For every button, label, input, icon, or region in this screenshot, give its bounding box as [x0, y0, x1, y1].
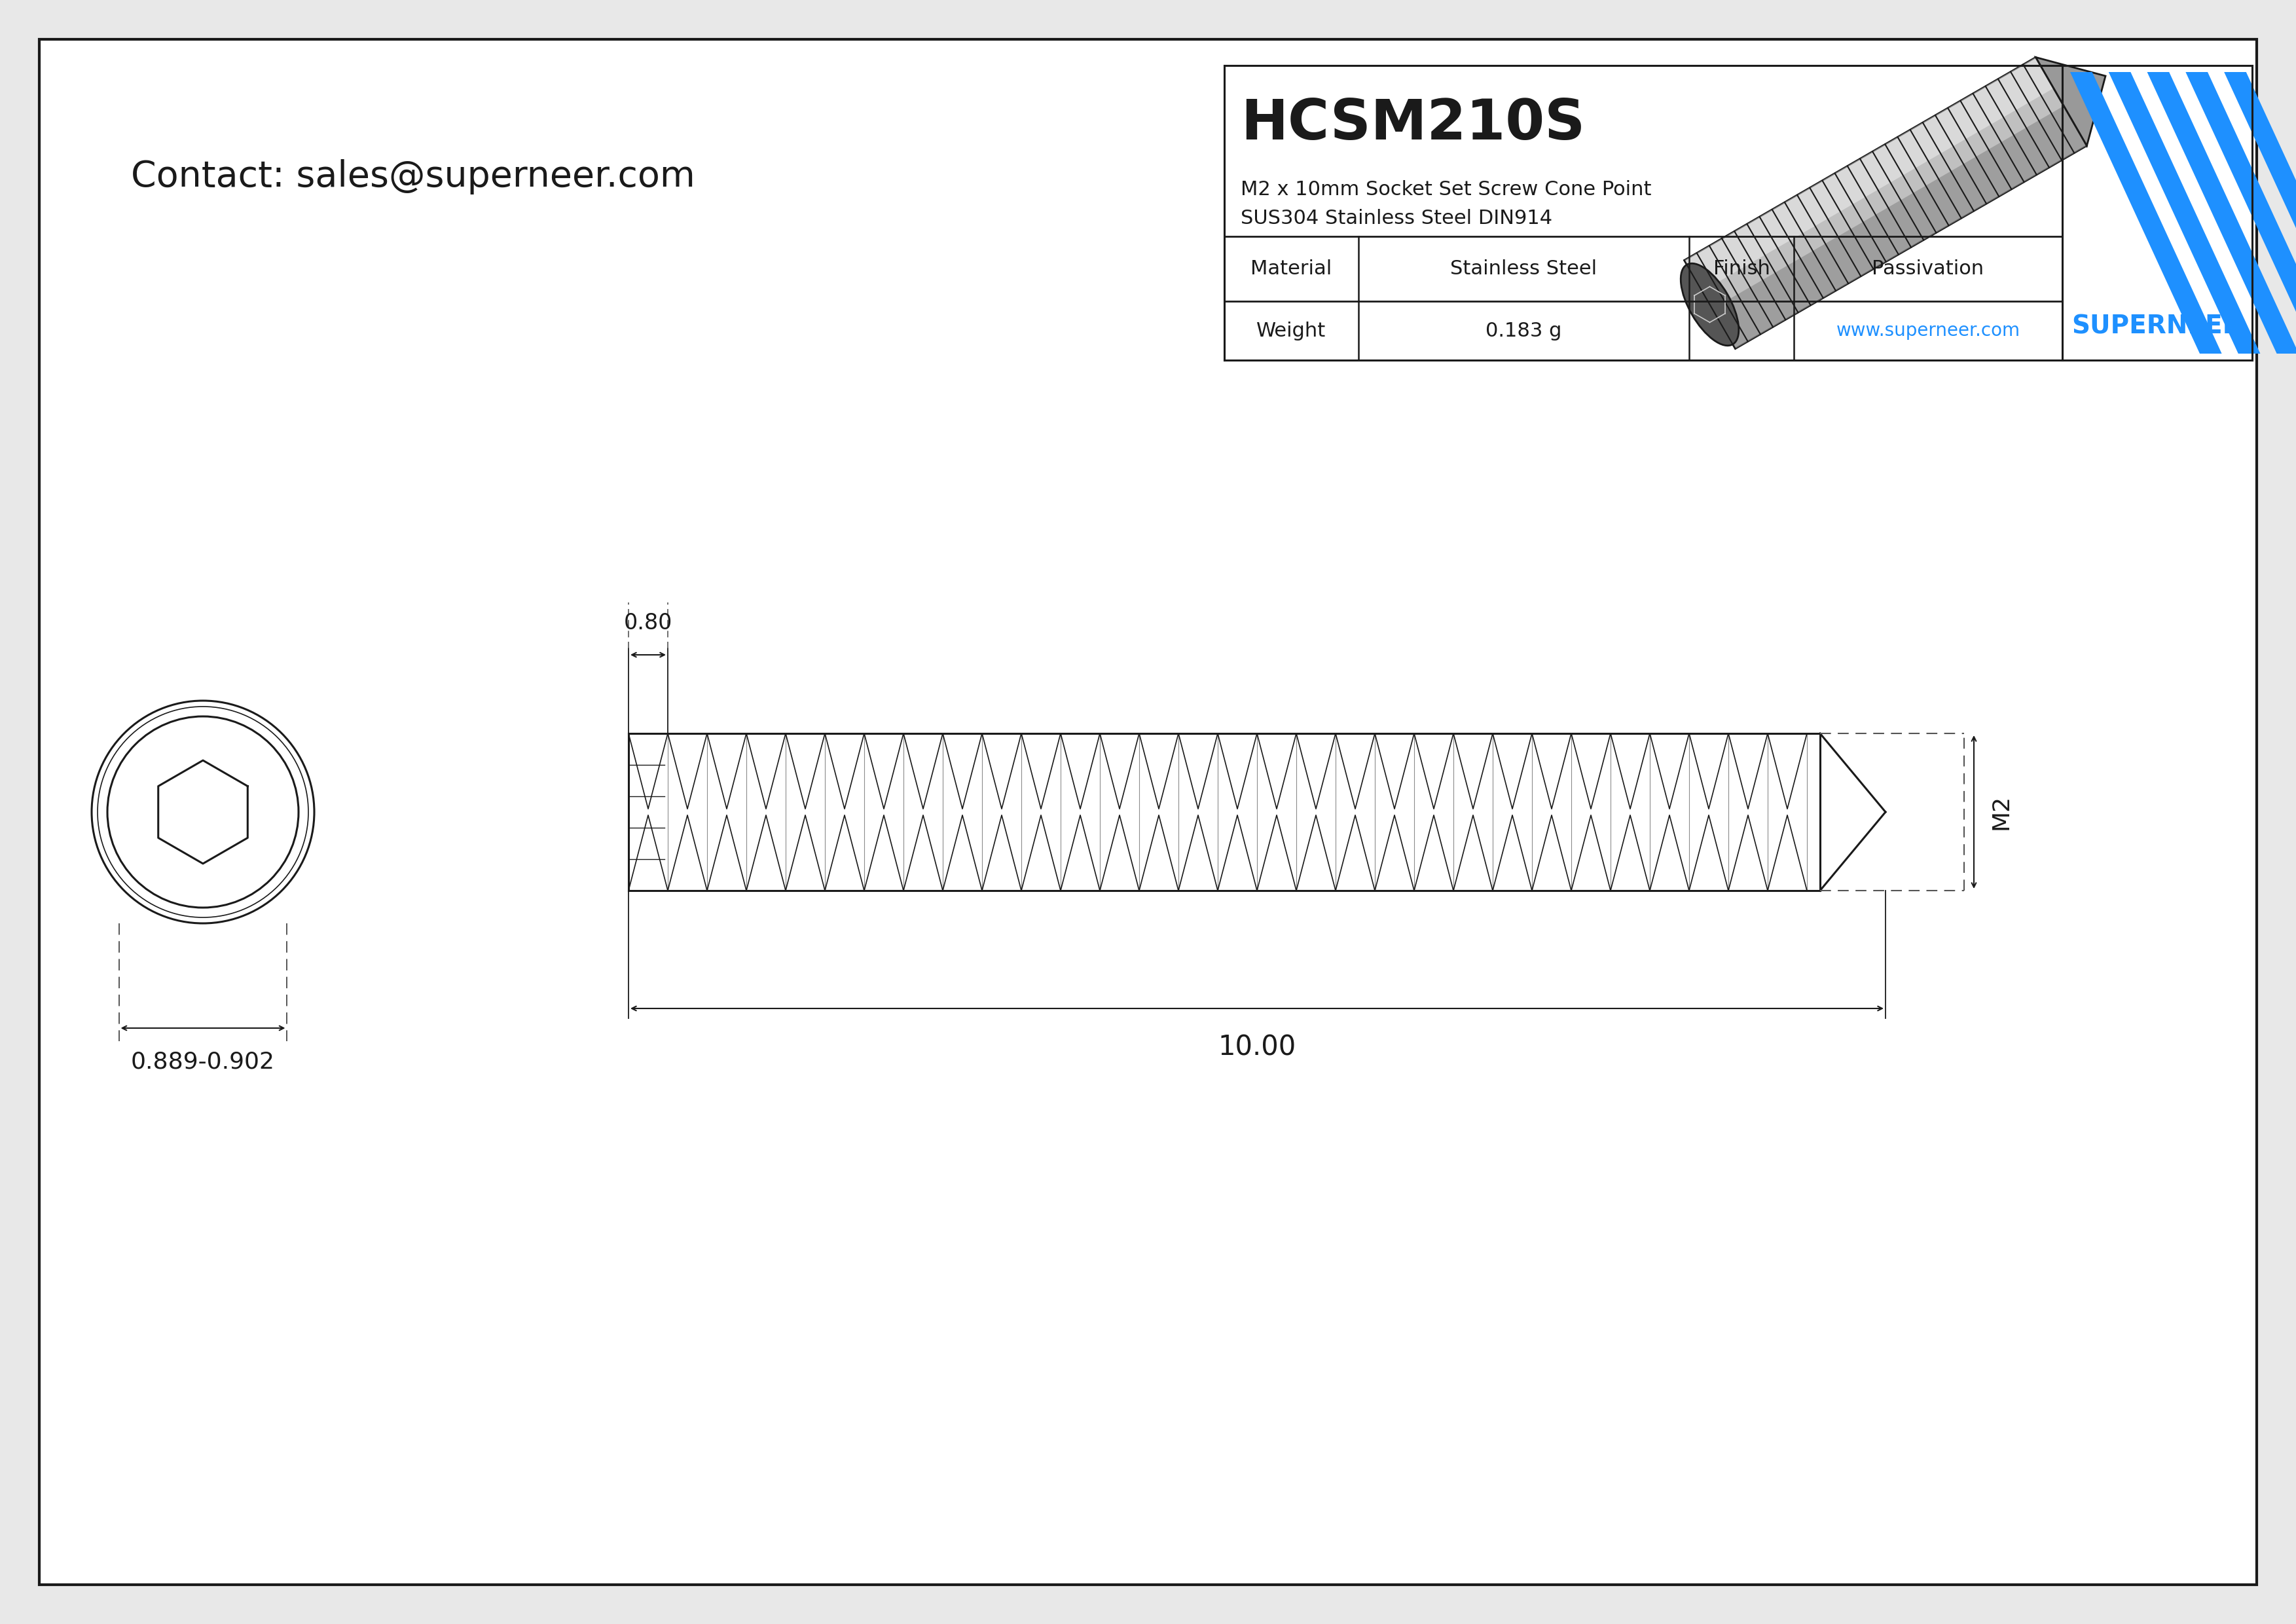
Text: SUPERNEER: SUPERNEER: [2071, 313, 2243, 338]
Polygon shape: [2147, 71, 2296, 354]
Ellipse shape: [1681, 263, 1738, 346]
Text: 10.00: 10.00: [1217, 1033, 1295, 1060]
Text: Contact: sales@superneer.com: Contact: sales@superneer.com: [131, 159, 696, 195]
Text: Stainless Steel: Stainless Steel: [1451, 260, 1598, 278]
Polygon shape: [1713, 106, 2087, 349]
Polygon shape: [2108, 71, 2259, 354]
Text: Finish: Finish: [1713, 260, 1770, 278]
Polygon shape: [2225, 71, 2296, 354]
Polygon shape: [1685, 57, 2053, 291]
Text: Weight: Weight: [1256, 322, 1327, 339]
Text: M2: M2: [1991, 794, 2014, 830]
Polygon shape: [2037, 57, 2105, 146]
FancyBboxPatch shape: [39, 39, 2257, 1585]
Text: 0.183 g: 0.183 g: [1486, 322, 1561, 339]
Text: Material: Material: [1251, 260, 1332, 278]
Text: SUS304 Stainless Steel DIN914: SUS304 Stainless Steel DIN914: [1240, 209, 1552, 229]
Text: M2 x 10mm Socket Set Screw Cone Point: M2 x 10mm Socket Set Screw Cone Point: [1240, 180, 1651, 198]
Text: HCSM210S: HCSM210S: [1240, 97, 1584, 151]
Text: 0.80: 0.80: [625, 612, 673, 633]
Text: Passivation: Passivation: [1871, 260, 1984, 278]
Polygon shape: [1685, 57, 2087, 349]
Polygon shape: [2186, 71, 2296, 354]
Text: 0.889-0.902: 0.889-0.902: [131, 1051, 276, 1073]
Text: www.superneer.com: www.superneer.com: [1837, 322, 2020, 339]
Polygon shape: [2071, 71, 2223, 354]
